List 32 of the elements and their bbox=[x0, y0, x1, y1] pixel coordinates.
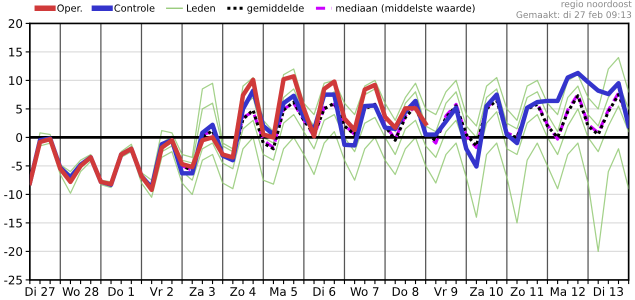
y-tick-label: -25 bbox=[4, 276, 22, 285]
x-tick-label: Di 13 bbox=[594, 286, 623, 296]
y-tick-label: -5 bbox=[12, 162, 22, 171]
y-tick-label: 5 bbox=[16, 104, 22, 114]
y-tick-label: 15 bbox=[9, 48, 22, 57]
x-tick-label: Ma 5 bbox=[270, 287, 297, 296]
x-tick-label: Vr 9 bbox=[434, 287, 458, 296]
x-tick-label: Za 3 bbox=[190, 287, 215, 296]
x-tick-label: Vr 2 bbox=[150, 287, 173, 296]
legend-label: Leden bbox=[187, 4, 215, 12]
x-tick-label: Wo 7 bbox=[350, 287, 378, 296]
x-tick-label: Di 27 bbox=[26, 286, 55, 296]
y-tick-label: 0 bbox=[16, 133, 22, 142]
x-tick-label: Zo 4 bbox=[230, 287, 256, 296]
legend-label: gemiddelde bbox=[247, 4, 304, 14]
x-tick-label: Ma 12 bbox=[550, 287, 585, 296]
x-tick-label: Do 1 bbox=[108, 287, 134, 296]
x-tick-label: Di 6 bbox=[314, 286, 336, 296]
x-tick-label: Zo 11 bbox=[510, 287, 544, 296]
y-tick-label: 10 bbox=[9, 76, 22, 86]
legend-label: Controle bbox=[114, 4, 154, 12]
x-tick-label: Wo 28 bbox=[62, 287, 98, 296]
text: Gemaakt: di 27 feb 09:13 bbox=[516, 11, 632, 18]
text: regio noordoost bbox=[562, 0, 632, 10]
y-tick-label: -20 bbox=[4, 247, 22, 256]
x-tick-label: Do 8 bbox=[392, 287, 418, 296]
x-tick-label: Za 10 bbox=[470, 287, 503, 296]
y-tick-label: -15 bbox=[4, 218, 22, 228]
y-tick-label: 20 bbox=[8, 19, 22, 28]
y-tick-label: -10 bbox=[4, 190, 22, 200]
legend-label: mediaan (middelste waarde) bbox=[336, 4, 475, 13]
legend-label: Oper. bbox=[57, 4, 82, 14]
